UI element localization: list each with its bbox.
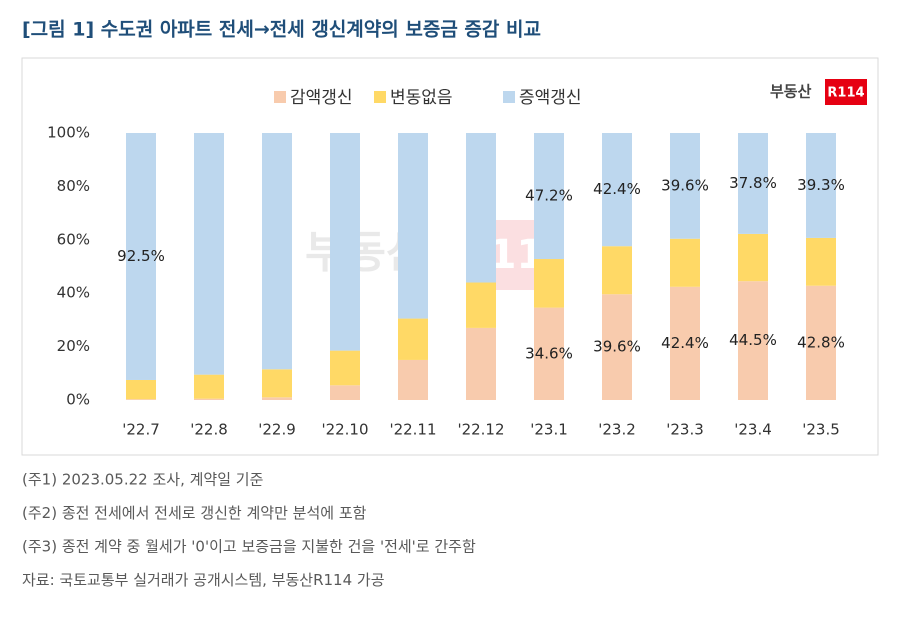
bar-segment [602, 246, 632, 295]
bar-segment [194, 398, 224, 400]
bar-segment [194, 133, 224, 375]
x-tick-label: '22.10 [321, 421, 368, 439]
value-label: 39.6% [661, 176, 709, 194]
bar-segment [670, 238, 700, 287]
bar-segment [126, 133, 156, 380]
bar-segment [398, 318, 428, 360]
bar-segment [534, 133, 564, 260]
value-label: 92.5% [117, 247, 165, 265]
x-tick-label: '23.4 [734, 421, 772, 439]
value-label: 42.8% [797, 333, 845, 351]
x-tick-label: '23.2 [598, 421, 636, 439]
bar-segment [466, 133, 496, 283]
legend-swatch [374, 91, 386, 103]
note: (주2) 종전 전세에서 전세로 갱신한 계약만 분석에 포함 [22, 504, 367, 522]
legend-label: 변동없음 [390, 88, 453, 108]
legend-label: 증액갱신 [519, 88, 582, 108]
bar-segment [534, 307, 564, 400]
bar-segment [262, 133, 292, 370]
bar-segment [806, 133, 836, 238]
value-label: 42.4% [593, 180, 641, 198]
x-tick-label: '22.12 [457, 421, 504, 439]
x-tick-label: '23.5 [802, 421, 840, 439]
legend-swatch [503, 91, 515, 103]
y-tick-label: 20% [57, 337, 90, 355]
note: (주3) 종전 계약 중 월세가 '0'이고 보증금을 지불한 건을 '전세'로… [22, 538, 476, 556]
legend-swatch [274, 91, 286, 103]
value-label: 37.8% [729, 174, 777, 192]
bar-segment [806, 285, 836, 400]
logo-text: 부동산 [770, 83, 812, 101]
bar-segment [466, 282, 496, 328]
bar-segment [126, 379, 156, 400]
note: 자료: 국토교통부 실거래가 공개시스템, 부동산R114 가공 [22, 571, 385, 589]
bar-segment [670, 286, 700, 400]
value-label: 39.3% [797, 176, 845, 194]
bar-segment [330, 385, 360, 400]
legend-label: 감액갱신 [290, 88, 353, 108]
bar-segment [262, 369, 292, 398]
bar-segment [602, 294, 632, 400]
bar-segment [806, 237, 836, 286]
bar-segment [398, 359, 428, 400]
x-tick-label: '23.3 [666, 421, 704, 439]
bar-segment [398, 133, 428, 319]
logo-badge [825, 79, 867, 105]
x-tick-label: '22.11 [389, 421, 436, 439]
bar-segment [466, 327, 496, 400]
value-label: 34.6% [525, 344, 573, 362]
bar-segment [738, 133, 768, 234]
y-tick-label: 0% [66, 391, 90, 409]
bar-segment [738, 233, 768, 282]
bar-segment [330, 133, 360, 351]
bar-segment [602, 133, 632, 247]
bar-segment [262, 397, 292, 400]
value-label: 39.6% [593, 338, 641, 356]
bar-segment [670, 133, 700, 239]
value-label: 44.5% [729, 331, 777, 349]
bar-segment [738, 281, 768, 400]
y-tick-label: 40% [57, 284, 90, 302]
chart-frame [21, 57, 879, 456]
bar-segment [534, 259, 564, 308]
bar-segment [194, 374, 224, 399]
logo-badge-text: R114 [827, 86, 864, 101]
y-tick-label: 60% [57, 230, 90, 248]
x-tick-label: '22.7 [122, 421, 160, 439]
y-tick-label: 100% [47, 124, 90, 142]
value-label: 47.2% [525, 187, 573, 205]
x-tick-label: '22.8 [190, 421, 228, 439]
bar-segment [330, 350, 360, 386]
value-label: 42.4% [661, 334, 709, 352]
bar-segment [126, 399, 156, 400]
note: (주1) 2023.05.22 조사, 계약일 기준 [22, 471, 264, 489]
x-tick-label: '22.9 [258, 421, 296, 439]
y-tick-label: 80% [57, 177, 90, 195]
x-tick-label: '23.1 [530, 421, 568, 439]
chart-title: [그림 1] 수도권 아파트 전세→전세 갱신계약의 보증금 증감 비교 [22, 19, 541, 41]
